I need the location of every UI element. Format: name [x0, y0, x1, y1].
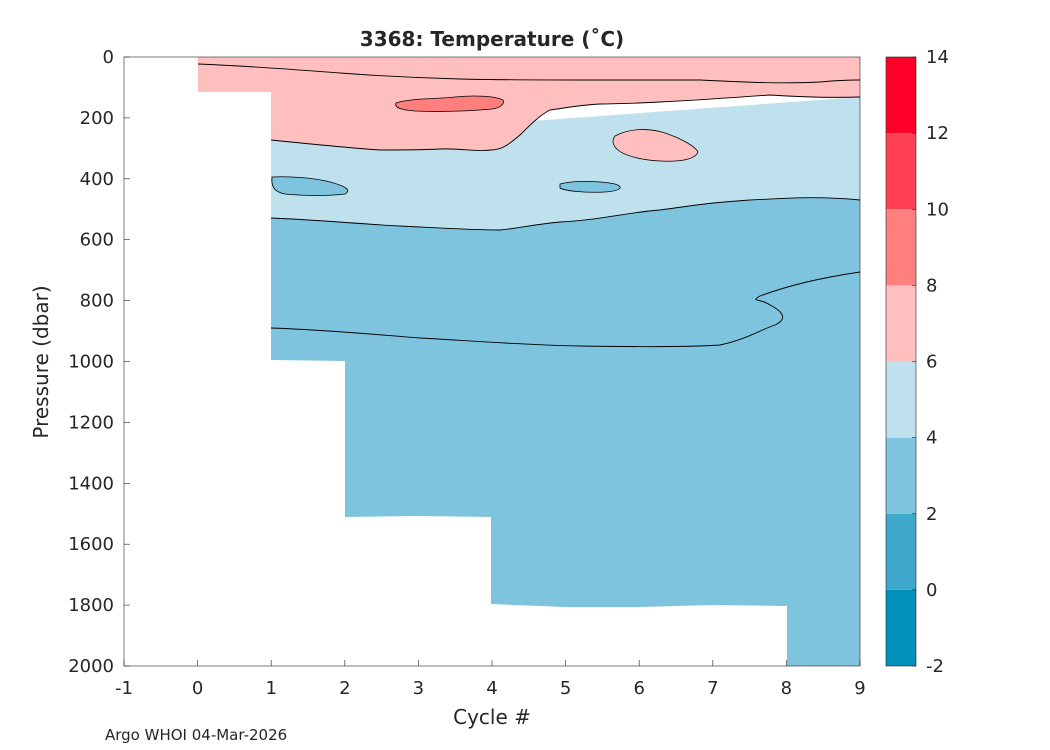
- footer-credit: Argo WHOI 04-Mar-2026: [105, 726, 287, 744]
- colorbar-band: [886, 437, 916, 514]
- colorbar-band: [886, 513, 916, 590]
- colorbar-band: [886, 209, 916, 286]
- isotherm-line-4: [270, 197, 861, 231]
- x-tick-label: 0: [192, 678, 203, 699]
- colorbar-tick-label: 0: [926, 580, 937, 601]
- x-tick-label: 1: [265, 678, 276, 699]
- contour-band-0-2-patch-a: [271, 176, 349, 196]
- y-axis: 0 200 400 600 800 1000 1200 1400 1600 1800 2000: [68, 47, 130, 677]
- contour-band-0-2-patch-b: [559, 180, 621, 193]
- y-axis-label: Pressure (dbar): [29, 285, 53, 438]
- y-tick-label: 1200: [68, 412, 114, 433]
- x-tick-label: 2: [339, 678, 350, 699]
- contour-plot-area: [124, 57, 861, 666]
- colorbar-tick-label: 12: [926, 123, 949, 144]
- contour-band-8-10-core-a: [395, 95, 504, 112]
- x-tick-label: 7: [707, 678, 718, 699]
- x-tick-label: 9: [854, 678, 865, 699]
- y-tick-label: 1600: [68, 534, 114, 555]
- y-tick-label: 400: [80, 169, 114, 190]
- contour-band-2-4: [271, 150, 860, 666]
- y-tick-label: 2000: [68, 656, 114, 677]
- colorbar-band: [886, 57, 916, 134]
- colorbar-tick-label: 4: [926, 428, 937, 449]
- colorbar-tick-label: 2: [926, 504, 937, 525]
- isotherm-line-3: [270, 271, 861, 348]
- isotherm-line-8: [197, 63, 861, 84]
- x-tick-label: 3: [413, 678, 424, 699]
- x-tick-label: 4: [486, 678, 497, 699]
- colorbar-band: [886, 285, 916, 362]
- x-tick-label: 6: [633, 678, 644, 699]
- y-tick-label: 1400: [68, 473, 114, 494]
- colorbar-tick-label: 8: [926, 275, 937, 296]
- colorbar: [885, 56, 917, 667]
- y-tick-label: 200: [80, 108, 114, 129]
- colorbar-tick-label: 6: [926, 352, 937, 373]
- colorbar-tick-label: 14: [926, 47, 949, 68]
- y-tick-label: 1000: [68, 352, 114, 373]
- x-tick-label: 5: [560, 678, 571, 699]
- colorbar-tick-label: -2: [926, 656, 944, 677]
- y-tick-label: 600: [80, 230, 114, 251]
- x-axis: -1 0 1 2 3 4 5 6 7 8 9: [115, 660, 866, 699]
- colorbar-band: [886, 133, 916, 210]
- y-tick-label: 0: [103, 47, 114, 68]
- x-tick-label: -1: [115, 678, 133, 699]
- contour-band-6-8-patch: [612, 129, 699, 162]
- x-axis-label: Cycle #: [453, 705, 531, 729]
- isotherm-line-6: [270, 94, 861, 151]
- colorbar-band: [886, 361, 916, 438]
- colorbar-tick-label: 10: [926, 199, 949, 220]
- y-tick-label: 800: [80, 291, 114, 312]
- x-tick-label: 8: [781, 678, 792, 699]
- colorbar-band: [886, 589, 916, 666]
- chart-title: 3368: Temperature (˚C): [360, 27, 624, 51]
- colorbar-ticks: 14 12 10 8 6 4 2 0 -2: [912, 47, 949, 677]
- y-tick-label: 1800: [68, 595, 114, 616]
